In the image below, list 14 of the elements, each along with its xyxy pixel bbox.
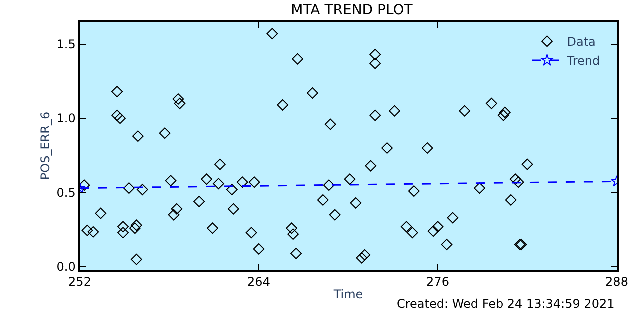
chart-title: MTA TREND PLOT [291, 2, 414, 19]
text: Created: Wed Feb 24 13:34:59 2021 [397, 297, 615, 311]
x-tick-label: 264 [248, 275, 270, 290]
y-tick-label: 0.0 [56, 260, 76, 274]
legend-label: Trend [566, 54, 600, 68]
x-axis-title: Time [332, 288, 364, 302]
y-tick-label: 1.5 [56, 37, 76, 52]
legend-label: Data [567, 35, 596, 50]
x-tick-label: 288 [606, 275, 628, 290]
x-tick-label: 276 [426, 275, 450, 290]
y-tick-label: 1.0 [56, 112, 76, 126]
y-tick-label: 0.5 [56, 186, 76, 200]
y-axis-title: POS_ERR_6 [38, 112, 53, 180]
x-tick-label: 252 [68, 275, 92, 290]
